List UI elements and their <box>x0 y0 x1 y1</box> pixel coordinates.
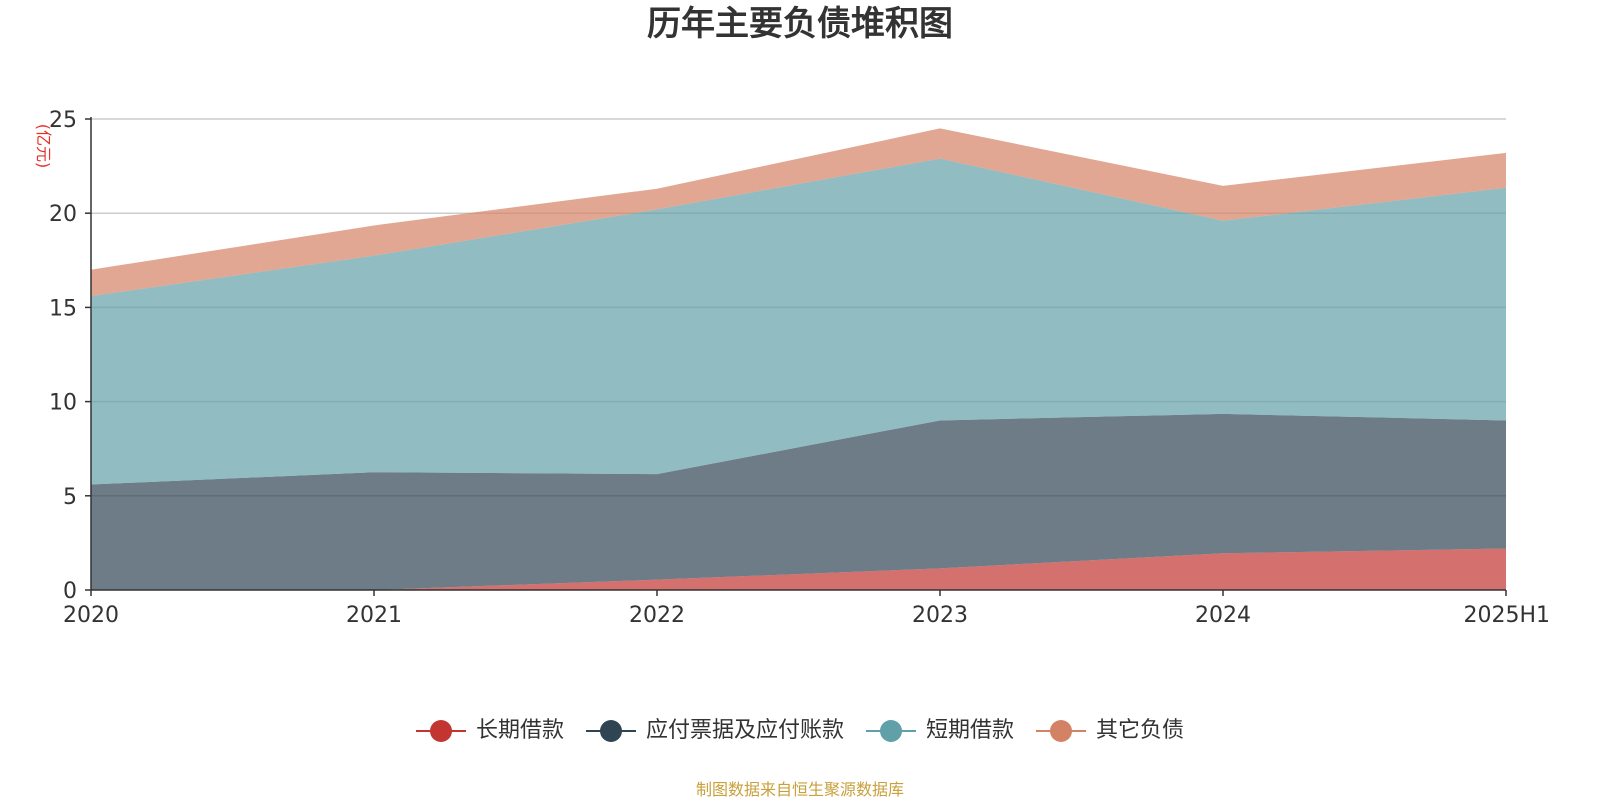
legend-marker-icon <box>866 718 916 744</box>
legend-marker-icon <box>585 718 636 744</box>
series-area-3[interactable] <box>91 128 1506 297</box>
legend-item-long-term-loans[interactable]: 长期借款 <box>415 718 564 744</box>
chart-title: 历年主要负债堆积图 <box>647 4 953 44</box>
legend-marker-icon <box>415 718 466 744</box>
y-tick-label: 25 <box>49 108 77 133</box>
y-tick-label: 20 <box>49 202 77 227</box>
y-axis-unit-label: (亿元) <box>34 124 53 169</box>
y-tick-label: 10 <box>49 391 77 416</box>
y-tick-label: 15 <box>49 296 77 321</box>
x-tick-label: 2023 <box>912 603 968 628</box>
legend-item-short-term-loans[interactable]: 短期借款 <box>866 718 1014 744</box>
legend-label: 长期借款 <box>475 718 564 743</box>
y-tick-label: 0 <box>63 579 77 604</box>
legend-item-notes-and-accounts-payable[interactable]: 应付票据及应付账款 <box>585 718 844 744</box>
series-area-1[interactable] <box>91 413 1506 590</box>
x-tick-label: 2025H1 <box>1463 603 1550 628</box>
x-tick-label: 2024 <box>1195 603 1251 628</box>
legend: 长期借款 应付票据及应付账款 短期借款 其它负债 <box>0 718 1600 744</box>
legend-label: 短期借款 <box>926 718 1015 743</box>
legend-label: 其它负债 <box>1096 718 1185 743</box>
series-area-2[interactable] <box>91 158 1506 485</box>
x-tick-label: 2022 <box>629 603 685 628</box>
legend-marker-icon <box>1036 718 1087 744</box>
legend-label: 应付票据及应付账款 <box>645 718 844 743</box>
y-tick-label: 5 <box>63 485 77 510</box>
x-tick-label: 2021 <box>346 603 402 628</box>
series-area-0[interactable] <box>91 548 1506 590</box>
legend-item-other-liabilities[interactable]: 其它负债 <box>1036 718 1184 744</box>
x-tick-label: 2020 <box>63 603 119 628</box>
data-source-note: 制图数据来自恒生聚源数据库 <box>695 780 904 799</box>
